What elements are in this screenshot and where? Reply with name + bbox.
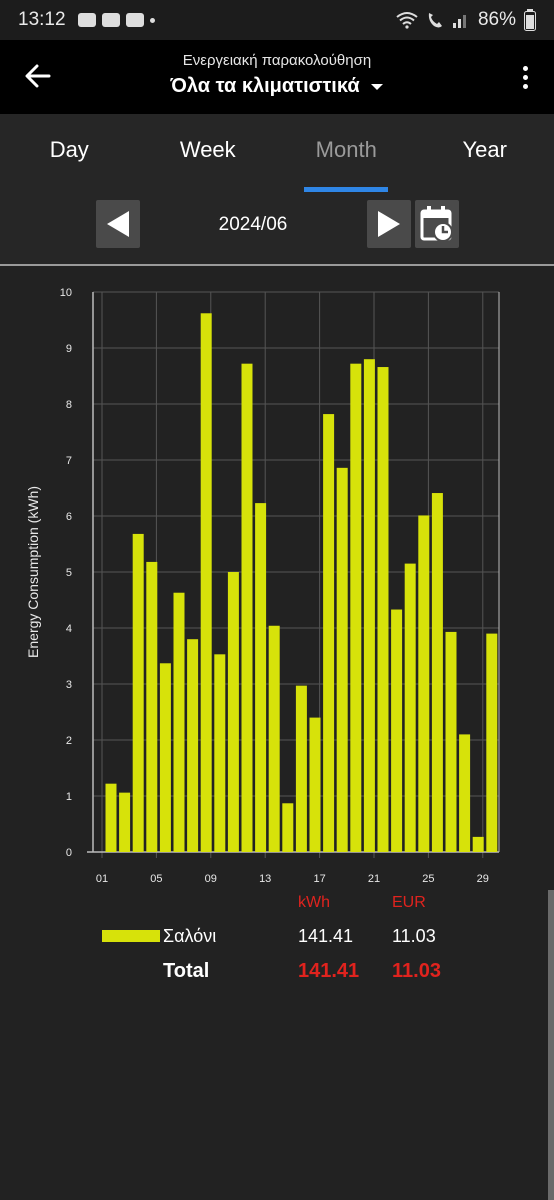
bar	[377, 367, 389, 852]
next-period-button[interactable]	[367, 200, 411, 248]
youtube-icon	[101, 13, 120, 27]
bar	[173, 592, 185, 852]
bar	[268, 625, 280, 852]
tab-year[interactable]: Year	[462, 137, 507, 162]
bar	[350, 363, 362, 852]
total-label: Total	[163, 960, 210, 982]
bar	[187, 639, 199, 852]
eur-header: EUR	[392, 894, 426, 911]
total-eur: 11.03	[392, 960, 441, 982]
tab-week[interactable]: Week	[179, 137, 236, 162]
y-axis-label: Energy Consumption (kWh)	[25, 486, 41, 658]
x-tick-label: 05	[150, 873, 162, 885]
y-tick-label: 3	[66, 679, 72, 691]
bar	[227, 572, 239, 852]
device-selector-label: Όλα τα κλιματιστικά	[170, 75, 360, 97]
bar	[214, 654, 226, 852]
app-bar: Ενεργειακή παρακολούθηση Όλα τα κλιματισ…	[0, 40, 554, 114]
gallery-icon	[77, 13, 96, 27]
legend-series-eur: 11.03	[392, 926, 436, 946]
total-kwh: 141.41	[298, 960, 360, 982]
consumption-summary: kWh EUR Σαλόνι 141.41 11.03 Total 141.41…	[0, 888, 554, 998]
previous-period-button[interactable]	[96, 200, 140, 248]
legend-series-name: Σαλόνι	[163, 926, 217, 946]
energy-chart: 0 1 2 3 4 5 6 7 8 9 10 01 05 09 13 17 21 25 29 Energy Consu…	[0, 265, 554, 885]
y-tick-label: 7	[66, 455, 72, 467]
bar	[472, 836, 484, 852]
bar	[146, 561, 158, 852]
bar	[486, 633, 498, 852]
x-tick-label: 17	[313, 873, 325, 885]
more-vert-icon-dot	[522, 65, 528, 71]
current-period: 2024/06	[218, 214, 288, 235]
wifi-icon	[396, 12, 418, 29]
status-time: 13:12	[18, 9, 66, 30]
calendar-clock-icon	[420, 206, 453, 242]
triangle-right-icon	[378, 211, 400, 237]
kwh-header: kWh	[298, 894, 330, 911]
more-vert-icon-dot	[522, 83, 528, 89]
bar	[105, 783, 117, 852]
x-tick-label: 25	[422, 873, 434, 885]
back-button[interactable]	[18, 56, 58, 96]
overflow-menu-button[interactable]	[510, 60, 540, 94]
y-tick-label: 2	[66, 735, 72, 747]
period-tabs: Day Week Month Year	[0, 114, 554, 192]
calendar-button[interactable]	[415, 200, 459, 248]
date-navigation: 2024/06	[0, 192, 554, 266]
signal-icon	[452, 15, 466, 28]
tab-day[interactable]: Day	[49, 137, 89, 162]
bar	[323, 414, 335, 852]
battery-icon	[524, 9, 536, 31]
more-notifications-icon	[149, 17, 155, 23]
bar	[404, 563, 416, 852]
notification-icons	[77, 13, 155, 27]
arrow-left-icon	[25, 64, 51, 88]
app-subtitle: Ενεργειακή παρακολούθηση	[182, 52, 372, 69]
y-tick-label: 9	[66, 343, 72, 355]
x-tick-label: 09	[205, 873, 217, 885]
scrollbar[interactable]	[548, 890, 554, 1200]
status-bar: 13:12 86%	[0, 0, 554, 40]
bar	[431, 493, 443, 852]
bar	[363, 359, 375, 852]
y-tick-label: 10	[60, 287, 72, 299]
bar	[241, 363, 253, 852]
caret-down-icon	[370, 83, 383, 90]
bar	[282, 803, 294, 852]
status-right: 86%	[396, 9, 536, 31]
bar	[459, 734, 471, 852]
youtube-icon-2	[125, 13, 144, 27]
y-tick-label: 1	[66, 791, 72, 803]
battery-percent: 86%	[477, 9, 516, 30]
y-tick-label: 4	[66, 623, 72, 635]
legend-swatch	[102, 930, 160, 942]
bar	[159, 663, 171, 852]
bar	[309, 717, 321, 852]
bar	[132, 533, 144, 852]
device-selector[interactable]: Όλα τα κλιματιστικά	[0, 75, 554, 98]
bar	[255, 503, 267, 852]
bar	[200, 313, 212, 852]
x-tick-label: 29	[477, 873, 489, 885]
bar	[336, 467, 348, 852]
bar	[295, 685, 307, 852]
x-tick-label: 13	[259, 873, 271, 885]
x-tick-label: 21	[368, 873, 380, 885]
bar	[119, 792, 131, 852]
tab-month[interactable]: Month	[277, 114, 416, 192]
y-tick-label: 8	[66, 399, 72, 411]
triangle-left-icon	[107, 211, 129, 237]
bar	[445, 631, 457, 852]
wifi-calling-icon	[428, 13, 442, 28]
more-vert-icon-dot	[522, 74, 528, 80]
y-tick-label: 0	[66, 847, 72, 859]
y-tick-label: 6	[66, 511, 72, 523]
y-tick-label: 5	[66, 567, 72, 579]
bar	[418, 515, 430, 852]
bar	[391, 609, 403, 852]
legend-series-kwh: 141.41	[298, 926, 354, 946]
x-tick-label: 01	[96, 873, 108, 885]
